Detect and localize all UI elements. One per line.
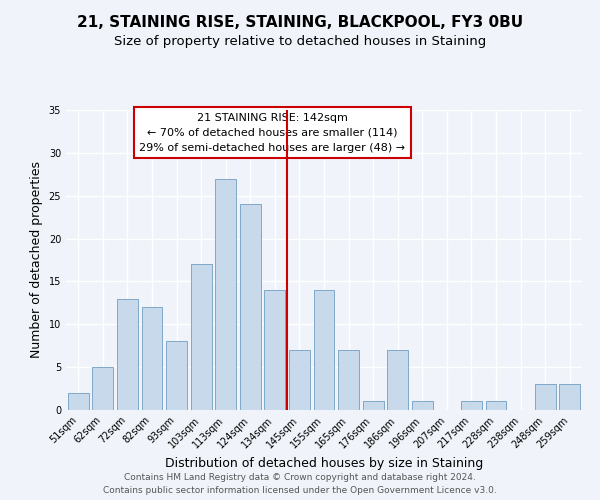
- X-axis label: Distribution of detached houses by size in Staining: Distribution of detached houses by size …: [165, 456, 483, 469]
- Bar: [191, 264, 212, 410]
- Bar: [461, 402, 482, 410]
- Bar: [387, 350, 408, 410]
- Bar: [117, 298, 138, 410]
- Bar: [265, 290, 286, 410]
- Bar: [559, 384, 580, 410]
- Bar: [362, 402, 383, 410]
- Bar: [215, 178, 236, 410]
- Bar: [289, 350, 310, 410]
- Bar: [92, 367, 113, 410]
- Bar: [314, 290, 334, 410]
- Text: 21, STAINING RISE, STAINING, BLACKPOOL, FY3 0BU: 21, STAINING RISE, STAINING, BLACKPOOL, …: [77, 15, 523, 30]
- Text: Size of property relative to detached houses in Staining: Size of property relative to detached ho…: [114, 35, 486, 48]
- Bar: [485, 402, 506, 410]
- Text: Contains HM Land Registry data © Crown copyright and database right 2024.: Contains HM Land Registry data © Crown c…: [124, 474, 476, 482]
- Bar: [68, 393, 89, 410]
- Y-axis label: Number of detached properties: Number of detached properties: [30, 162, 43, 358]
- Bar: [535, 384, 556, 410]
- Bar: [412, 402, 433, 410]
- Text: 21 STAINING RISE: 142sqm
← 70% of detached houses are smaller (114)
29% of semi-: 21 STAINING RISE: 142sqm ← 70% of detach…: [139, 113, 406, 152]
- Text: Contains public sector information licensed under the Open Government Licence v3: Contains public sector information licen…: [103, 486, 497, 495]
- Bar: [166, 342, 187, 410]
- Bar: [142, 307, 163, 410]
- Bar: [240, 204, 261, 410]
- Bar: [338, 350, 359, 410]
